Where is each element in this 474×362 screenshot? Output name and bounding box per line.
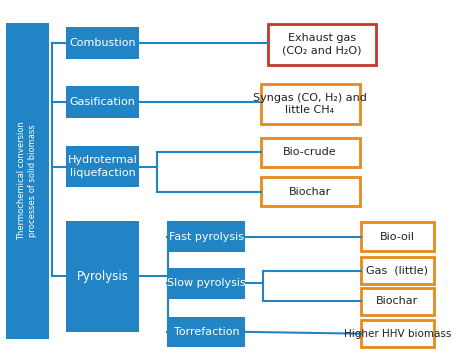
FancyBboxPatch shape xyxy=(361,257,434,284)
Text: Gasification: Gasification xyxy=(70,97,136,107)
Text: Combustion: Combustion xyxy=(69,38,136,48)
FancyBboxPatch shape xyxy=(66,220,139,332)
FancyBboxPatch shape xyxy=(167,268,245,299)
FancyBboxPatch shape xyxy=(66,26,139,59)
Text: Exhaust gas
(CO₂ and H₂O): Exhaust gas (CO₂ and H₂O) xyxy=(282,33,362,56)
Text: Syngas (CO, H₂) and
little CH₄: Syngas (CO, H₂) and little CH₄ xyxy=(253,93,367,115)
Text: Higher HHV biomass: Higher HHV biomass xyxy=(344,329,451,339)
Text: Fast pyrolysis: Fast pyrolysis xyxy=(169,232,244,242)
FancyBboxPatch shape xyxy=(6,23,49,339)
FancyBboxPatch shape xyxy=(361,288,434,315)
FancyBboxPatch shape xyxy=(66,146,139,187)
Text: Hydrotermal
liquefaction: Hydrotermal liquefaction xyxy=(68,155,137,178)
FancyBboxPatch shape xyxy=(261,138,359,167)
FancyBboxPatch shape xyxy=(261,177,359,206)
Text: Gas  (little): Gas (little) xyxy=(366,266,428,276)
Text: Torrefaction: Torrefaction xyxy=(173,327,239,337)
FancyBboxPatch shape xyxy=(66,86,139,118)
Text: Biochar: Biochar xyxy=(289,187,331,197)
Text: Biochar: Biochar xyxy=(376,296,419,306)
Text: Thermochemical conversion
processes of solid biomass: Thermochemical conversion processes of s… xyxy=(17,122,37,240)
FancyBboxPatch shape xyxy=(361,320,434,347)
Text: Pyrolysis: Pyrolysis xyxy=(77,270,128,283)
FancyBboxPatch shape xyxy=(361,222,434,251)
FancyBboxPatch shape xyxy=(167,317,245,347)
Text: Bio-crude: Bio-crude xyxy=(283,147,337,157)
FancyBboxPatch shape xyxy=(268,24,376,65)
FancyBboxPatch shape xyxy=(167,222,245,252)
FancyBboxPatch shape xyxy=(261,84,359,123)
Text: Slow pyrolysis: Slow pyrolysis xyxy=(167,278,246,289)
Text: Bio-oil: Bio-oil xyxy=(380,232,415,242)
